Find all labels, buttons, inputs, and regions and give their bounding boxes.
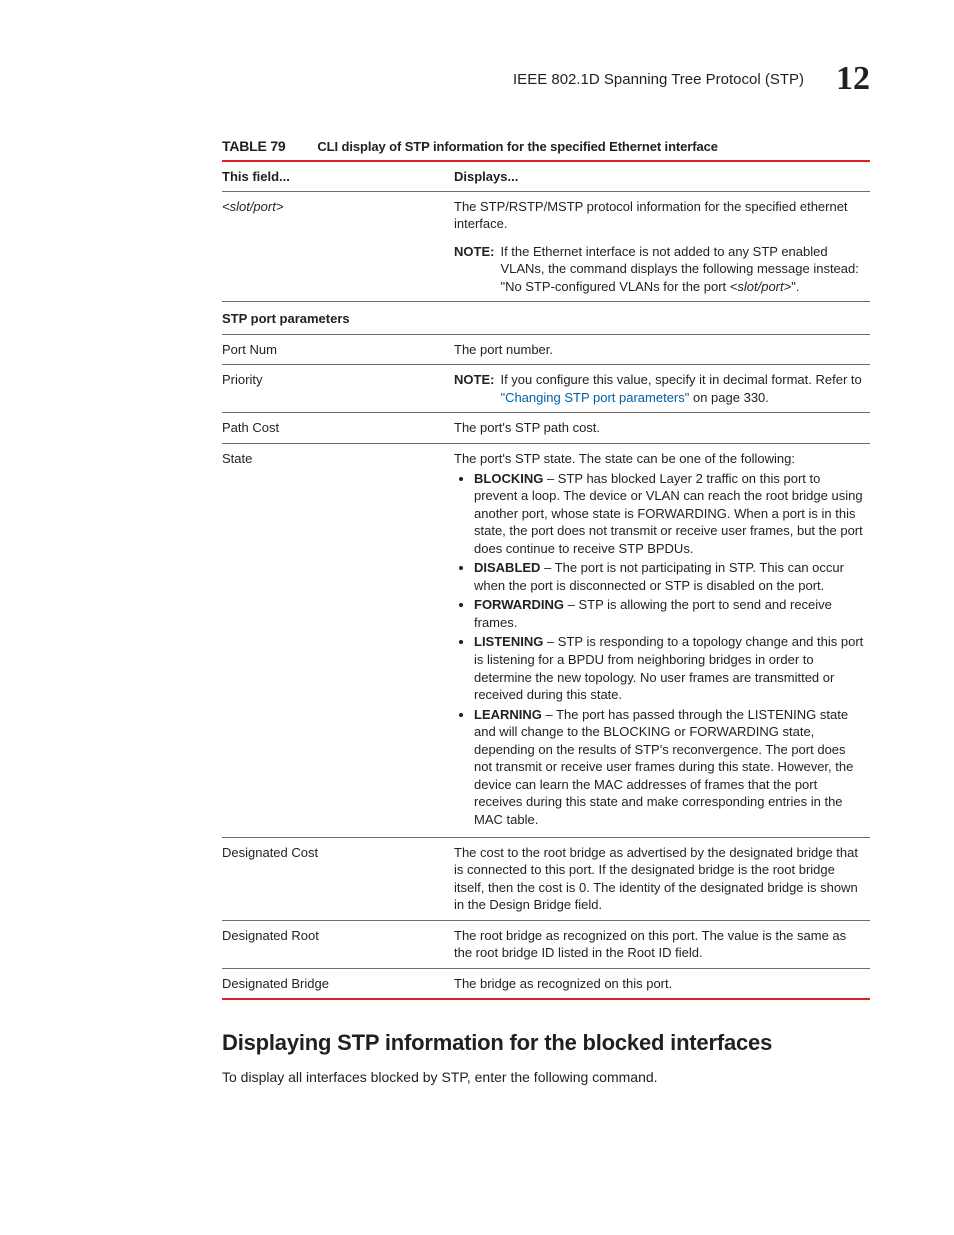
stp-fields-table: This field... Displays... <slot/port> Th…: [222, 160, 870, 1000]
field-priority: Priority: [222, 365, 454, 413]
table-row: <slot/port> The STP/RSTP/MSTP protocol i…: [222, 191, 870, 302]
table-row: Designated Cost The cost to the root bri…: [222, 837, 870, 920]
field-state: State: [222, 444, 454, 837]
note-block: NOTE: If the Ethernet interface is not a…: [454, 243, 864, 296]
note-body: If you configure this value, specify it …: [500, 371, 864, 406]
note-label: NOTE:: [454, 371, 494, 406]
field-pathcost: Path Cost: [222, 413, 454, 444]
list-item: LEARNING – The port has passed through t…: [474, 706, 864, 829]
table-row: Designated Root The root bridge as recog…: [222, 920, 870, 968]
desc-designated-cost: The cost to the root bridge as advertise…: [454, 837, 870, 920]
table-header-row: This field... Displays...: [222, 161, 870, 191]
table-row: Designated Bridge The bridge as recogniz…: [222, 968, 870, 999]
note-label: NOTE:: [454, 243, 494, 296]
desc-pathcost: The port's STP path cost.: [454, 413, 870, 444]
table-section-row: STP port parameters: [222, 302, 870, 335]
field-designated-cost: Designated Cost: [222, 837, 454, 920]
field-slot-port: <slot/port>: [222, 191, 454, 302]
col-header-field: This field...: [222, 161, 454, 191]
desc-state: The port's STP state. The state can be o…: [454, 444, 870, 837]
section-label: STP port parameters: [222, 302, 870, 335]
table-caption: TABLE 79 CLI display of STP information …: [222, 138, 870, 154]
table-row: Port Num The port number.: [222, 334, 870, 365]
table-row: Priority NOTE: If you configure this val…: [222, 365, 870, 413]
col-header-displays: Displays...: [454, 161, 870, 191]
desc-portnum: The port number.: [454, 334, 870, 365]
desc-priority: NOTE: If you configure this value, speci…: [454, 365, 870, 413]
xref-link[interactable]: "Changing STP port parameters": [500, 390, 689, 405]
field-designated-root: Designated Root: [222, 920, 454, 968]
list-item: BLOCKING – STP has blocked Layer 2 traff…: [474, 470, 864, 558]
desc-slot-port: The STP/RSTP/MSTP protocol information f…: [454, 191, 870, 302]
state-list: BLOCKING – STP has blocked Layer 2 traff…: [454, 470, 864, 829]
table-row: State The port's STP state. The state ca…: [222, 444, 870, 837]
table-title: CLI display of STP information for the s…: [317, 139, 717, 154]
state-intro: The port's STP state. The state can be o…: [454, 450, 864, 468]
field-designated-bridge: Designated Bridge: [222, 968, 454, 999]
list-item: FORWARDING – STP is allowing the port to…: [474, 596, 864, 631]
running-title: IEEE 802.1D Spanning Tree Protocol (STP): [513, 71, 804, 88]
list-item: LISTENING – STP is responding to a topol…: [474, 633, 864, 703]
list-item: DISABLED – The port is not participating…: [474, 559, 864, 594]
note-body: If the Ethernet interface is not added t…: [500, 243, 864, 296]
field-portnum: Port Num: [222, 334, 454, 365]
note-block: NOTE: If you configure this value, speci…: [454, 371, 864, 406]
desc-designated-root: The root bridge as recognized on this po…: [454, 920, 870, 968]
body-paragraph: To display all interfaces blocked by STP…: [222, 1068, 870, 1088]
section-heading: Displaying STP information for the block…: [222, 1030, 870, 1056]
chapter-number: 12: [836, 60, 870, 98]
main-content: TABLE 79 CLI display of STP information …: [222, 138, 870, 1088]
table-label: TABLE 79: [222, 138, 286, 154]
desc-text: The STP/RSTP/MSTP protocol information f…: [454, 198, 864, 233]
table-row: Path Cost The port's STP path cost.: [222, 413, 870, 444]
page: IEEE 802.1D Spanning Tree Protocol (STP)…: [0, 0, 954, 1235]
desc-designated-bridge: The bridge as recognized on this port.: [454, 968, 870, 999]
running-header: IEEE 802.1D Spanning Tree Protocol (STP)…: [513, 60, 870, 98]
